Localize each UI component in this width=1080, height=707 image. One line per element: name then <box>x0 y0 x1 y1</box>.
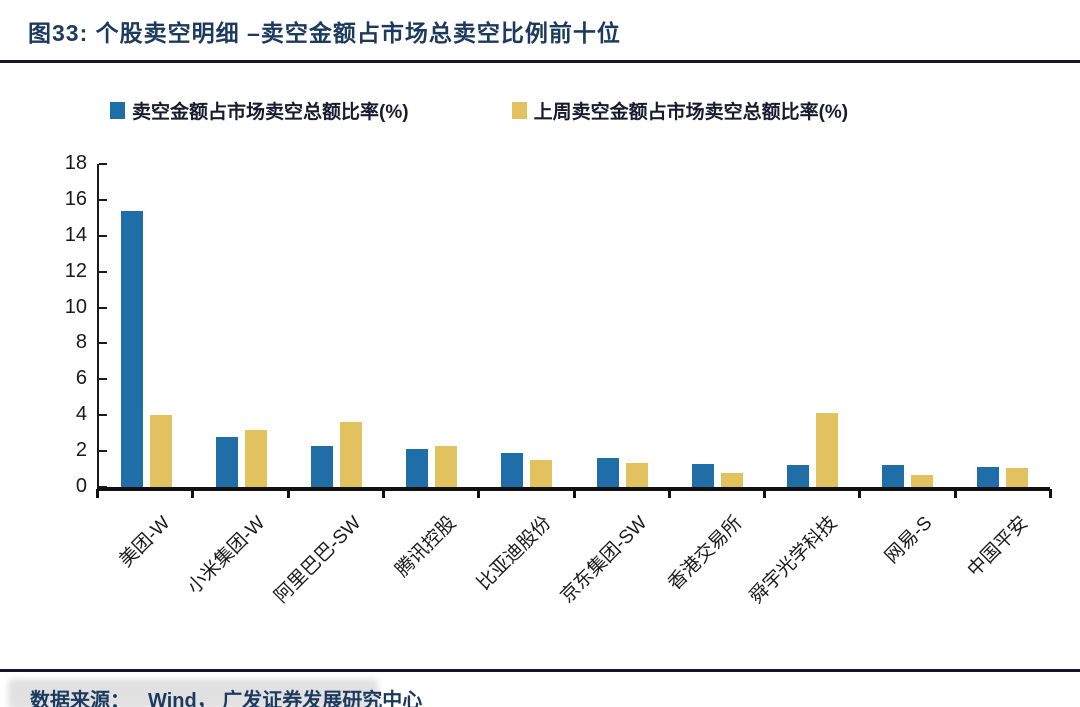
bar-last-week <box>910 475 933 487</box>
bar-group <box>99 164 194 487</box>
y-axis-tick <box>99 163 107 165</box>
y-axis <box>97 164 99 489</box>
bar-chart-plot-area: 0 2 4 6 8 10 12 14 16 18 <box>65 152 1052 498</box>
legend-item-current-week: 卖空金额占市场卖空总额比率(%) <box>110 97 409 124</box>
bar-current-week <box>406 449 429 487</box>
bar-group <box>955 164 1050 487</box>
x-axis-tick <box>191 489 195 498</box>
y-axis-tick <box>99 378 107 380</box>
bar-group <box>765 164 860 487</box>
bar-last-week <box>150 415 173 487</box>
bar-current-week <box>501 453 524 487</box>
bar-groups <box>99 164 1050 487</box>
chart-legend: 卖空金额占市场卖空总额比率(%) 上周卖空金额占市场卖空总额比率(%) <box>110 97 1080 124</box>
figure-title: 图33: 个股卖空明细 –卖空金额占市场总卖空比例前十位 <box>28 20 621 46</box>
x-axis-category-label: 香港交易所 <box>664 512 747 595</box>
bar-last-week <box>530 460 553 487</box>
bar-current-week <box>596 458 619 487</box>
bar-last-week <box>1005 468 1028 487</box>
y-axis-tick-label: 2 <box>75 439 87 461</box>
bar-current-week <box>691 464 714 487</box>
x-axis-category-label: 京东集团-SW <box>556 512 651 608</box>
y-axis-tick-label: 0 <box>75 475 87 497</box>
legend-swatch-blue-icon <box>110 102 125 119</box>
bar-current-week <box>121 211 144 487</box>
y-axis-tick-label: 10 <box>64 296 87 318</box>
bar-current-week <box>216 437 239 487</box>
x-axis-tick <box>763 489 767 498</box>
bar-group <box>384 164 479 487</box>
x-axis-category-label: 阿里巴巴-SW <box>270 512 366 608</box>
y-axis-tick-label: 6 <box>75 367 87 389</box>
bar-last-week <box>720 473 743 487</box>
bar-last-week <box>245 430 268 487</box>
x-axis-tick <box>1049 489 1052 498</box>
y-axis-tick-label: 8 <box>75 331 87 353</box>
x-axis-tick <box>858 489 862 498</box>
legend-item-last-week: 上周卖空金额占市场卖空总额比率(%) <box>511 97 849 124</box>
footer-divider <box>0 669 1080 672</box>
footer: 数据来源： Wind， 广发证券发展研究中心 <box>0 669 1080 707</box>
bar-last-week <box>625 463 648 487</box>
bar-last-week <box>815 413 838 487</box>
data-source-line: 数据来源： Wind， 广发证券发展研究中心 <box>30 684 1080 707</box>
x-axis-category-label: 中国平安 <box>963 512 1033 582</box>
y-axis-tick <box>99 414 107 416</box>
legend-label: 上周卖空金额占市场卖空总额比率(%) <box>533 102 849 123</box>
x-axis-category-label: 比亚迪股份 <box>473 512 556 595</box>
bar-group <box>670 164 765 487</box>
data-source-value: Wind， 广发证券发展研究中心 <box>148 690 423 707</box>
y-axis-tick <box>99 450 107 452</box>
watermark <box>8 679 378 707</box>
bar-current-week <box>786 465 809 487</box>
y-axis-tick-label: 4 <box>75 403 87 425</box>
bar-group <box>479 164 574 487</box>
bar-current-week <box>881 465 904 487</box>
y-axis-tick <box>99 307 107 309</box>
x-axis-labels: 美团-W 小米集团-W 阿里巴巴-SW 腾讯控股 比亚迪股份 京东集团-SW 香港交易所 舜宇… <box>97 495 1050 655</box>
y-axis-tick <box>99 486 107 488</box>
y-axis-tick-label: 14 <box>64 224 87 246</box>
bar-group <box>574 164 669 487</box>
y-axis-tick <box>99 342 107 344</box>
y-axis-tick-label: 16 <box>64 188 87 210</box>
bar-group <box>194 164 289 487</box>
bar-current-week <box>311 446 334 487</box>
x-axis-tick <box>477 489 481 498</box>
x-axis-tick <box>286 489 290 498</box>
x-axis-category-label: 腾讯控股 <box>391 512 461 582</box>
bar-last-week <box>340 422 363 487</box>
data-source-label: 数据来源： <box>30 690 130 707</box>
legend-label: 卖空金额占市场卖空总额比率(%) <box>132 102 409 123</box>
x-axis-tick <box>667 489 671 498</box>
bar-last-week <box>435 446 458 487</box>
y-axis-tick <box>99 199 107 201</box>
bar-group <box>289 164 384 487</box>
x-axis-tick <box>381 489 385 498</box>
x-axis-category-label: 美团-W <box>115 512 175 572</box>
header-divider <box>0 60 1080 63</box>
x-axis-tick <box>96 489 99 498</box>
x-axis-category-label: 小米集团-W <box>184 512 270 599</box>
y-axis-tick-label: 12 <box>64 260 87 282</box>
legend-swatch-yellow-icon <box>511 102 527 119</box>
x-axis-tick <box>572 489 576 498</box>
x-axis-category-label: 网易-S <box>881 512 937 568</box>
y-axis-tick <box>99 271 107 273</box>
x-axis-tick <box>953 489 957 498</box>
x-axis-category-label: 舜宇光学科技 <box>746 512 842 609</box>
y-axis-tick <box>99 235 107 237</box>
bar-group <box>860 164 955 487</box>
y-axis-tick-label: 18 <box>64 152 87 174</box>
bar-current-week <box>976 467 999 487</box>
